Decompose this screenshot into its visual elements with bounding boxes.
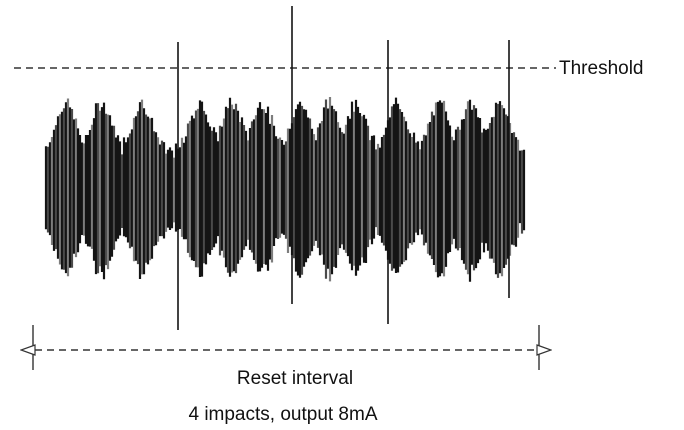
impact-spikes bbox=[177, 6, 510, 330]
threshold-label: Threshold bbox=[559, 58, 644, 79]
interval-label: Reset interval bbox=[237, 368, 353, 389]
impact-count-caption: 4 impacts, output 8mA bbox=[188, 404, 377, 425]
vibration-waveform bbox=[44, 97, 526, 282]
